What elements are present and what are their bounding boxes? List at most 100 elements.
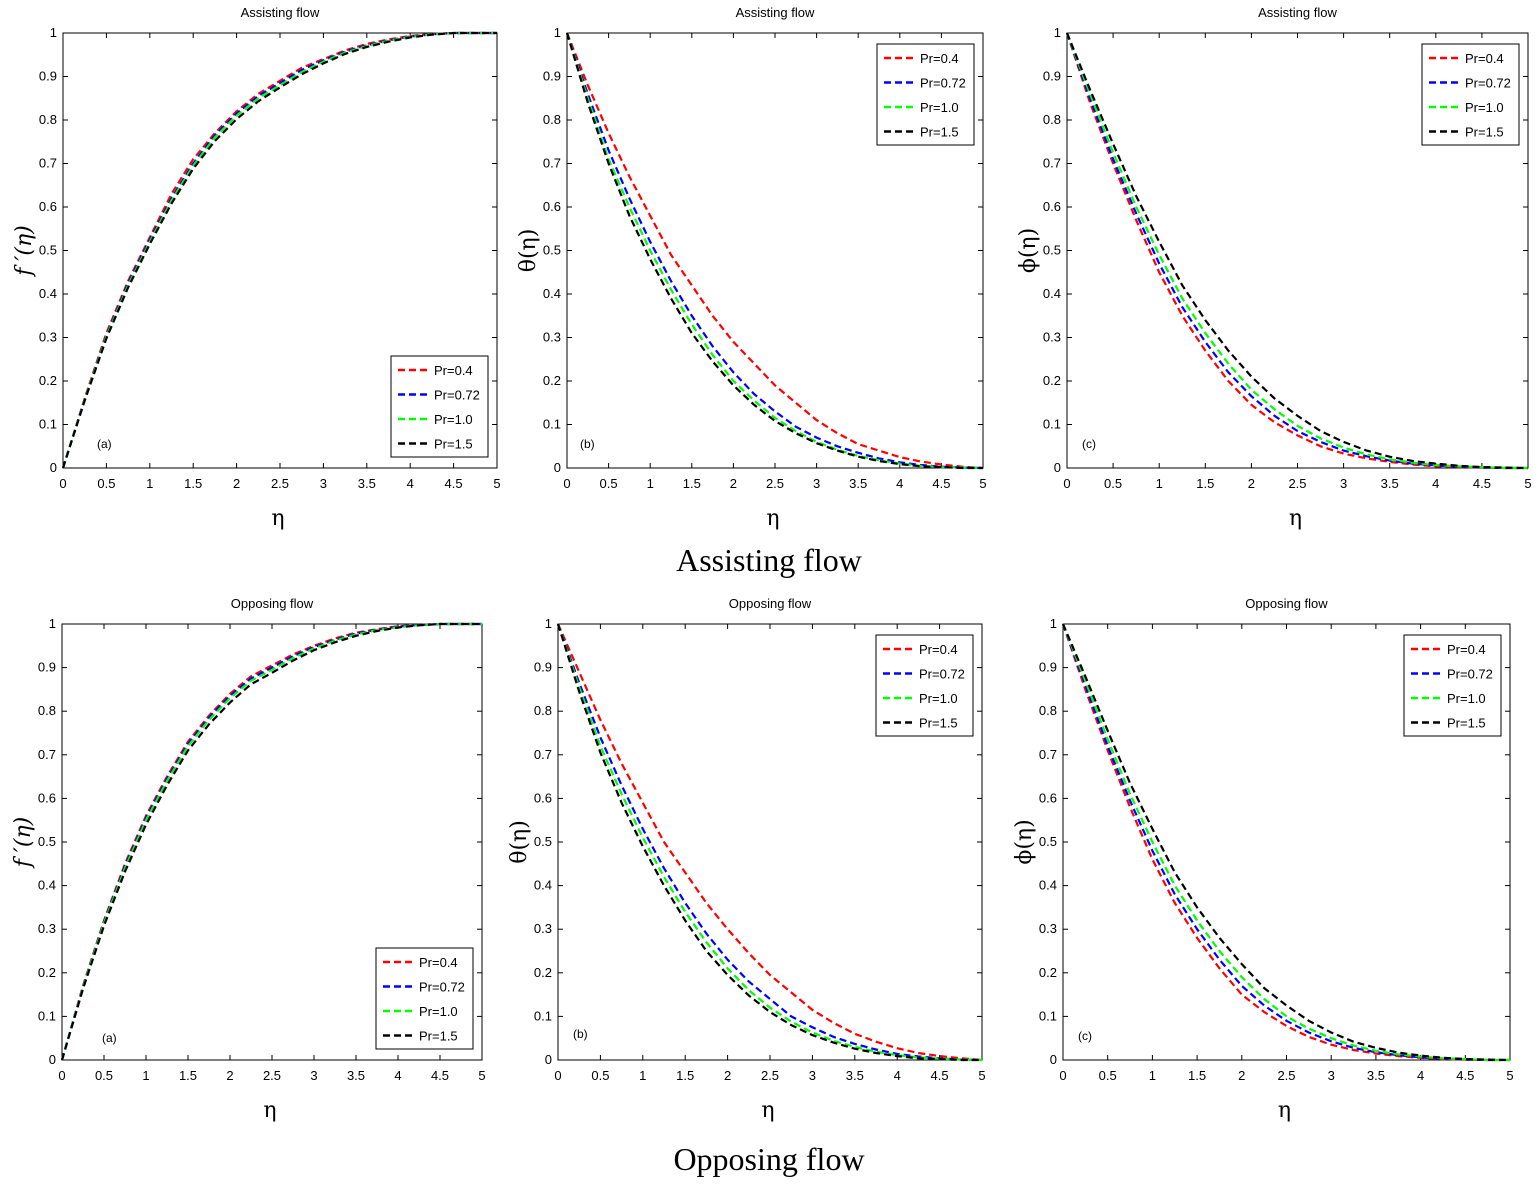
legend-entry: Pr=0.72 — [434, 388, 480, 403]
legend-entry: Pr=0.4 — [919, 642, 958, 657]
y-tick-label: 0 — [1050, 1052, 1057, 1067]
panel-tag: (b) — [573, 1027, 588, 1041]
x-tick-label: 0.5 — [97, 476, 115, 491]
y-tick-label: 0.7 — [39, 156, 57, 171]
y-tick-label: 0.6 — [39, 199, 57, 214]
chart-title: Assisting flow — [736, 5, 815, 20]
panel-tag: (a) — [97, 437, 112, 451]
x-tick-label: 4 — [896, 476, 903, 491]
legend-entry: Pr=0.4 — [1465, 51, 1504, 66]
x-tick-label: 1.5 — [683, 476, 701, 491]
series-line-pr-1-0 — [1065, 32, 1528, 470]
y-tick-label: 0.1 — [1043, 417, 1061, 432]
y-tick-label: 0.5 — [543, 243, 561, 258]
x-tick-label: 1 — [1149, 1068, 1156, 1083]
y-tick-label: 0.6 — [543, 199, 561, 214]
x-tick-label: 1.5 — [676, 1068, 694, 1083]
legend-box — [1403, 634, 1502, 737]
chart-panel-5: Opposing flow 0 0.5 1 1.5 2 2.5 3 3.5 4 4.5 5 0 0.1 0.… — [507, 596, 986, 1123]
y-tick-label: 0.5 — [38, 834, 56, 849]
x-tick-label: 0.5 — [1099, 1068, 1117, 1083]
y-tick-label: 0.2 — [38, 965, 56, 980]
legend-entry: Pr=1.5 — [919, 716, 958, 731]
y-tick-label: 0.8 — [39, 112, 57, 127]
chart-title: Assisting flow — [1258, 5, 1337, 20]
x-tick-label: 1 — [142, 1068, 149, 1083]
series-line-pr-0-72 — [556, 623, 983, 1062]
y-tick-label: 0 — [545, 1052, 552, 1067]
x-tick-label: 2 — [724, 1068, 731, 1083]
series-line-pr-1-0 — [60, 622, 482, 1061]
x-tick-label: 4 — [894, 1068, 901, 1083]
y-tick-label: 0.4 — [534, 878, 552, 893]
y-tick-label: 0.8 — [534, 703, 552, 718]
x-tick-label: 3.5 — [1381, 476, 1399, 491]
series-line-pr-0-4 — [1061, 623, 1510, 1062]
y-axis-label: ϕ(η) — [1012, 819, 1037, 864]
y-axis-label: f ′(η) — [12, 225, 37, 277]
y-tick-label: 0 — [554, 460, 561, 475]
y-tick-label: 0.1 — [534, 1008, 552, 1023]
y-tick-label: 1 — [50, 25, 57, 40]
y-tick-label: 0.4 — [38, 878, 56, 893]
x-tick-label: 0 — [1063, 476, 1070, 491]
y-tick-label: 1 — [545, 616, 552, 631]
legend-entry: Pr=1.5 — [1465, 125, 1504, 140]
y-tick-label: 0 — [49, 1052, 56, 1067]
legend-entry: Pr=1.5 — [434, 437, 473, 452]
legend-entry: Pr=1.5 — [920, 125, 959, 140]
y-tick-label: 0.8 — [1043, 112, 1061, 127]
y-tick-label: 0.2 — [1043, 373, 1061, 388]
x-tick-label: 3.5 — [1367, 1068, 1385, 1083]
chart-panel-2: Assisting flow 0 0.5 1 1.5 2 2.5 3 3.5 4 4.5 5 0 0.1 0… — [516, 5, 987, 531]
legend-entry: Pr=1.0 — [1465, 100, 1504, 115]
y-tick-label: 0.3 — [543, 330, 561, 345]
y-tick-label: 0.3 — [39, 330, 57, 345]
x-tick-label: 2.5 — [1288, 476, 1306, 491]
x-tick-label: 4.5 — [931, 1068, 949, 1083]
x-tick-label: 1.5 — [1188, 1068, 1206, 1083]
legend: Pr=0.4 Pr=0.72 Pr=1.0 Pr=1.5 — [390, 355, 489, 458]
x-axis-label: η — [271, 506, 284, 531]
y-tick-label: 0.1 — [39, 417, 57, 432]
chart-title: Assisting flow — [241, 5, 320, 20]
y-axis-label: θ(η) — [507, 820, 532, 864]
x-tick-label: 1.5 — [179, 1068, 197, 1083]
legend: Pr=0.4 Pr=0.72 Pr=1.0 Pr=1.5 — [1421, 43, 1520, 146]
y-tick-label: 0.9 — [1043, 69, 1061, 84]
y-axis-label: f ′(η) — [11, 817, 36, 869]
x-tick-label: 5 — [1524, 476, 1531, 491]
x-tick-label: 4.5 — [932, 476, 950, 491]
y-tick-label: 0.9 — [534, 660, 552, 675]
y-tick-label: 0.8 — [543, 112, 561, 127]
x-tick-label: 4 — [1417, 1068, 1424, 1083]
y-tick-label: 0.2 — [543, 373, 561, 388]
x-tick-label: 3 — [320, 476, 327, 491]
x-tick-label: 1 — [647, 476, 654, 491]
x-tick-label: 1 — [639, 1068, 646, 1083]
legend-entry: Pr=0.72 — [919, 667, 965, 682]
legend-box — [876, 43, 975, 146]
x-tick-label: 0.5 — [1104, 476, 1122, 491]
y-tick-label: 0.4 — [543, 286, 561, 301]
y-tick-label: 0.5 — [1039, 834, 1057, 849]
legend-entry: Pr=0.72 — [920, 76, 966, 91]
x-tick-label: 3.5 — [358, 476, 376, 491]
y-tick-label: 0.8 — [38, 703, 56, 718]
x-tick-label: 4 — [407, 476, 414, 491]
x-tick-label: 4.5 — [445, 476, 463, 491]
x-tick-label: 0 — [59, 476, 66, 491]
row-caption-assisting: Assisting flow — [676, 542, 862, 578]
x-tick-label: 2 — [730, 476, 737, 491]
legend: Pr=0.4 Pr=0.72 Pr=1.0 Pr=1.5 — [1403, 634, 1502, 737]
y-axis-label: ϕ(η) — [1016, 228, 1041, 273]
y-tick-label: 0.9 — [39, 69, 57, 84]
row-caption-opposing: Opposing flow — [673, 1141, 865, 1177]
x-tick-label: 2.5 — [1277, 1068, 1295, 1083]
x-tick-label: 3 — [809, 1068, 816, 1083]
legend-box — [390, 355, 489, 458]
series-line-pr-0-4 — [556, 623, 983, 1062]
x-tick-label: 5 — [478, 1068, 485, 1083]
x-tick-label: 0 — [554, 1068, 561, 1083]
panel-tag: (a) — [102, 1031, 117, 1045]
